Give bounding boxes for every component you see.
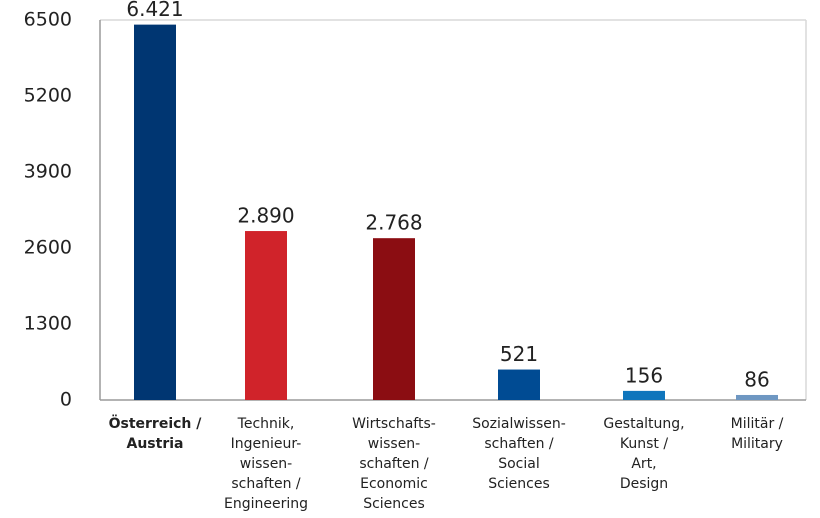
x-tick-label: schaften / [484,436,554,452]
bar [245,231,287,400]
x-tick-label: Österreich / [109,414,203,432]
x-tick-label: Ingenieur- [231,436,302,452]
x-tick-label: Militär / [731,416,784,432]
x-tick-label: Wirtschafts- [352,416,436,432]
y-tick-label: 1300 [24,313,72,335]
value-label: 86 [744,367,769,391]
value-label: 2.890 [237,204,294,228]
x-tick-label: Sciences [488,476,550,492]
x-tick-label: wissen- [368,436,420,452]
value-label: 156 [625,363,663,387]
x-tick-label: wissen- [240,456,292,472]
y-tick-label: 2600 [24,237,72,259]
bar [623,390,665,400]
value-label: 521 [500,342,538,366]
x-tick-label: Kunst / [620,436,668,452]
x-tick-label: Sciences [363,496,425,512]
value-label: 6.421 [126,0,183,21]
x-tick-label: Design [620,476,668,492]
x-tick-label: Technik, [237,416,295,432]
x-tick-label: Military [731,436,783,452]
x-tick-label: Sozialwissen- [472,416,566,432]
bar [134,24,176,400]
y-tick-label: 5200 [24,85,72,107]
x-tick-label: Austria [127,436,184,452]
x-tick-label: Social [498,456,540,472]
bar [736,394,778,400]
value-label: 2.768 [365,211,422,235]
x-tick-label: Engineering [224,496,308,512]
x-tick-label: Economic [360,476,428,492]
x-tick-label: Art, [631,456,656,472]
bar [373,238,415,400]
y-tick-label: 0 [60,389,72,411]
y-tick-label: 6500 [24,9,72,31]
x-tick-label: schaften / [359,456,429,472]
x-tick-label: schaften / [231,476,301,492]
x-tick-label: Gestaltung, [603,416,684,432]
y-tick-label: 3900 [24,161,72,183]
bar [498,369,540,400]
